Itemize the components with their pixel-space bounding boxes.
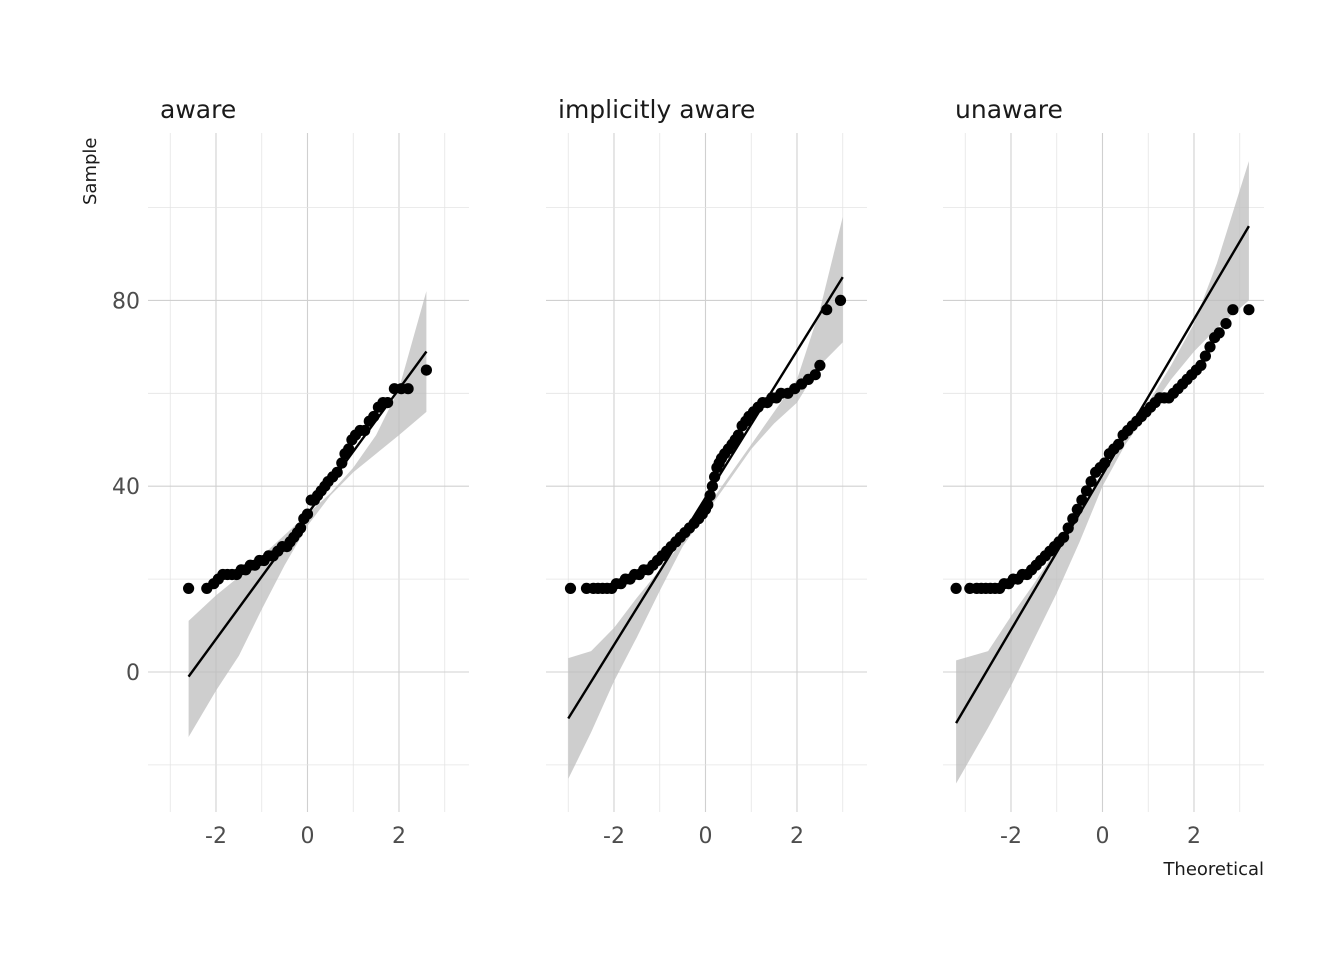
data-point bbox=[295, 522, 307, 534]
x-tick-label: 2 bbox=[790, 824, 804, 849]
y-axis-title: Sample bbox=[80, 138, 101, 206]
y-tick-label: 0 bbox=[126, 661, 140, 686]
data-point bbox=[702, 499, 714, 511]
data-point bbox=[402, 383, 414, 395]
data-point bbox=[706, 480, 719, 492]
facet-title: aware bbox=[160, 95, 236, 124]
data-point bbox=[359, 424, 371, 437]
sample-points bbox=[564, 294, 847, 595]
data-point bbox=[343, 443, 355, 455]
data-point bbox=[1058, 531, 1070, 543]
x-tick-label: 2 bbox=[1187, 824, 1201, 849]
x-tick-label: 0 bbox=[699, 824, 713, 849]
data-point bbox=[732, 429, 745, 441]
facet-panel: unaware -2 0 2 bbox=[943, 95, 1264, 849]
x-tick-label: -2 bbox=[603, 824, 625, 849]
data-point bbox=[368, 410, 380, 423]
sample-points bbox=[950, 304, 1255, 595]
data-point bbox=[809, 369, 821, 381]
data-point bbox=[1080, 485, 1093, 497]
data-point bbox=[821, 304, 833, 316]
data-point bbox=[331, 466, 343, 478]
confidence-band bbox=[188, 291, 427, 737]
data-point bbox=[1204, 341, 1216, 353]
data-point bbox=[1112, 438, 1125, 450]
facet-panel: implicitly aware -2 0 2 bbox=[546, 95, 867, 849]
data-point bbox=[1213, 327, 1225, 339]
reference-line bbox=[955, 225, 1250, 724]
data-point bbox=[183, 582, 195, 595]
data-point bbox=[564, 582, 577, 595]
x-axis-title: Theoretical bbox=[1162, 859, 1264, 880]
y-tick-label: 40 bbox=[112, 475, 140, 500]
confidence-band bbox=[956, 161, 1249, 784]
data-point bbox=[420, 364, 432, 376]
data-point bbox=[1076, 494, 1088, 506]
data-point bbox=[1062, 522, 1074, 534]
data-point bbox=[1199, 350, 1211, 362]
grid-lines bbox=[148, 133, 469, 812]
data-point bbox=[950, 582, 962, 595]
x-tick-label: -2 bbox=[205, 824, 227, 849]
data-point bbox=[1243, 304, 1255, 316]
data-point bbox=[336, 457, 348, 469]
x-tick-label: 0 bbox=[301, 824, 315, 849]
data-point bbox=[709, 471, 721, 483]
x-tick-label: 2 bbox=[392, 824, 406, 849]
x-tick-label: 0 bbox=[1096, 824, 1110, 849]
data-point bbox=[704, 489, 716, 502]
x-tick-label: -2 bbox=[1000, 824, 1022, 849]
sample-points bbox=[183, 364, 432, 595]
facet-title: unaware bbox=[955, 95, 1063, 124]
data-point bbox=[814, 359, 826, 371]
data-point bbox=[1220, 318, 1232, 330]
y-tick-label: 80 bbox=[112, 289, 140, 314]
data-point bbox=[382, 397, 394, 409]
data-point bbox=[1195, 359, 1207, 371]
data-point bbox=[301, 508, 314, 520]
data-point bbox=[1099, 457, 1111, 469]
data-point bbox=[1067, 513, 1079, 525]
data-point bbox=[1085, 476, 1097, 488]
data-point bbox=[1071, 503, 1083, 515]
data-point bbox=[834, 294, 847, 306]
data-point bbox=[1227, 304, 1239, 316]
facet-title: implicitly aware bbox=[558, 95, 755, 124]
